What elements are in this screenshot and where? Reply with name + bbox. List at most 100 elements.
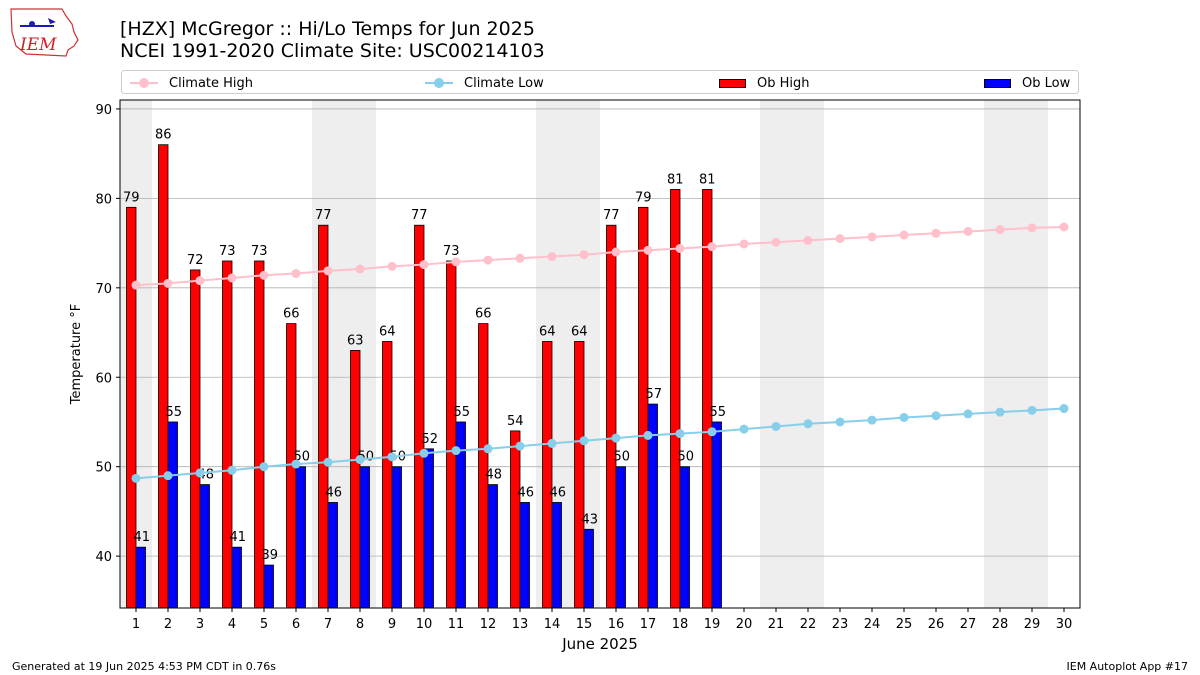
climate-low-point	[1027, 405, 1037, 415]
x-tick-label: 3	[196, 617, 204, 632]
ob-low-bar	[199, 484, 210, 609]
climate-low-point	[771, 421, 781, 431]
climate-low-point	[1059, 404, 1069, 414]
x-tick-label: 30	[1056, 617, 1073, 632]
ob-high-bar	[542, 341, 553, 609]
ob-low-bar	[359, 466, 370, 609]
legend-label-climate-low: Climate Low	[464, 75, 544, 91]
x-tick-label: 6	[292, 617, 300, 632]
ob-low-bar	[391, 466, 402, 609]
ob-high-swatch	[719, 78, 746, 88]
x-tick-label: 12	[480, 617, 497, 632]
climate-low-point	[675, 429, 685, 439]
ob-high-label: 63	[347, 333, 364, 348]
footer-generated: Generated at 19 Jun 2025 4:53 PM CDT in …	[12, 660, 277, 673]
ob-high-label: 77	[411, 208, 428, 223]
ob-high-bar	[414, 224, 425, 609]
x-tick-label: 13	[512, 617, 529, 632]
climate-low-swatch	[425, 78, 453, 88]
climate-low-point	[163, 471, 173, 481]
climate-low-point	[707, 427, 717, 437]
climate-low-point	[739, 424, 749, 434]
ob-high-label: 66	[283, 307, 300, 322]
climate-high-point	[355, 264, 365, 274]
x-tick-label: 24	[864, 617, 881, 632]
legend-label-climate-high: Climate High	[169, 75, 254, 91]
climate-low-point	[131, 473, 141, 483]
climate-low-point	[611, 433, 621, 443]
climate-low-point	[419, 448, 429, 458]
climate-low-point	[995, 407, 1005, 417]
climate-high-point	[739, 239, 749, 249]
climate-high-point	[867, 232, 877, 242]
climate-low-point	[291, 459, 301, 469]
ob-low-label: 46	[517, 485, 534, 500]
climate-high-point	[387, 261, 397, 271]
climate-high-point	[899, 230, 909, 240]
x-tick-label: 2	[164, 617, 172, 632]
ob-high-label: 73	[443, 244, 460, 259]
ob-high-label: 64	[539, 324, 556, 339]
x-tick-label: 23	[832, 617, 849, 632]
ob-low-label: 46	[549, 485, 566, 500]
ob-high-bar	[350, 350, 361, 609]
ob-low-bar	[711, 421, 722, 609]
climate-high-point	[323, 266, 333, 276]
ob-high-label: 81	[699, 172, 716, 187]
ob-low-bar	[583, 528, 594, 609]
ob-low-label: 39	[261, 548, 278, 563]
climate-low-point	[323, 457, 333, 467]
weekend-shade	[984, 100, 1048, 608]
legend-label-ob-high: Ob High	[757, 75, 810, 91]
ob-high-label: 86	[155, 128, 172, 143]
legend-item-climate-high: Climate High	[130, 71, 253, 95]
climate-high-point	[419, 260, 429, 270]
ob-high-bar	[638, 206, 649, 609]
ob-high-label: 79	[123, 190, 140, 205]
legend: Climate High Climate Low Ob High Ob Low	[121, 70, 1079, 94]
ob-high-bar	[606, 224, 617, 609]
y-axis-label: Temperature °F	[69, 304, 84, 405]
x-tick-label: 1	[132, 617, 140, 632]
climate-high-point	[611, 247, 621, 257]
climate-high-point	[1027, 223, 1037, 233]
chart-subtitle: NCEI 1991-2020 Climate Site: USC00214103	[120, 40, 545, 62]
climate-low-point	[835, 417, 845, 427]
climate-low-point	[579, 436, 589, 446]
ob-high-bar	[478, 323, 489, 609]
ob-high-label: 73	[251, 244, 268, 259]
x-tick-label: 28	[992, 617, 1009, 632]
x-tick-label: 29	[1024, 617, 1041, 632]
climate-high-point	[227, 273, 237, 283]
climate-high-point	[515, 253, 525, 263]
ob-low-swatch	[984, 78, 1011, 88]
ob-high-label: 64	[379, 324, 396, 339]
climate-high-point	[675, 243, 685, 253]
climate-low-line	[135, 407, 1065, 480]
ob-low-label: 41	[133, 530, 150, 545]
ob-high-bar	[190, 269, 201, 609]
ob-low-bar	[231, 546, 242, 609]
y-tick-label: 70	[95, 282, 112, 297]
climate-high-point	[835, 234, 845, 244]
logo-text: IEM	[19, 35, 57, 55]
ob-high-bar	[126, 206, 137, 609]
ob-high-label: 79	[635, 190, 652, 205]
climate-low-point	[643, 430, 653, 440]
climate-low-point	[195, 468, 205, 478]
legend-item-climate-low: Climate Low	[425, 71, 544, 95]
climate-high-point	[643, 245, 653, 255]
ob-high-label: 77	[603, 208, 620, 223]
x-tick-label: 11	[448, 617, 465, 632]
ob-low-label: 52	[421, 432, 438, 447]
climate-high-point	[547, 252, 557, 262]
x-tick-label: 26	[928, 617, 945, 632]
climate-high-point	[131, 280, 141, 290]
climate-high-point	[291, 269, 301, 279]
x-tick-label: 4	[228, 617, 236, 632]
climate-high-point	[963, 226, 973, 236]
climate-high-point	[995, 225, 1005, 235]
x-axis-label: June 2025	[561, 635, 638, 653]
climate-low-point	[803, 419, 813, 429]
